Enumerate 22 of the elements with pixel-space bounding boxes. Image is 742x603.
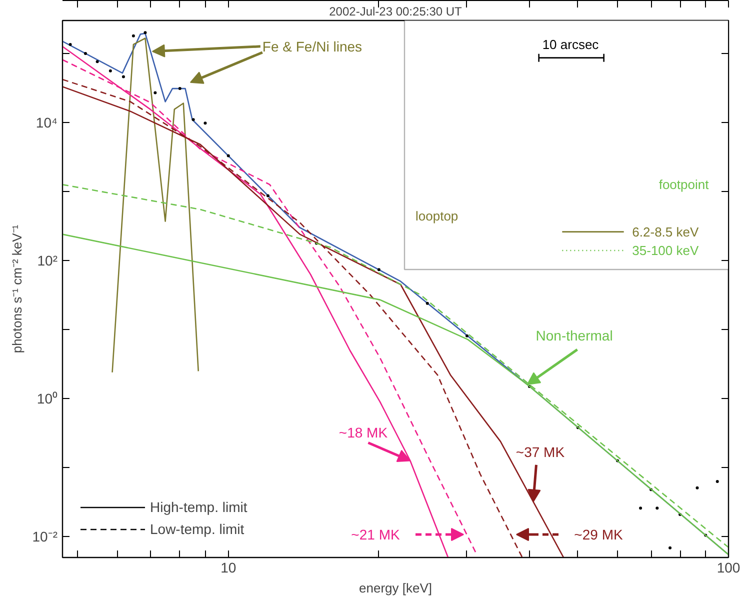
annotation: ~18 MK: [338, 424, 388, 441]
annotation: Non-thermal: [536, 328, 613, 344]
y-axis-title: photons s⁻¹ cm⁻² keV⁻¹: [9, 224, 24, 354]
y-tick-label: 10⁴: [36, 114, 58, 130]
annotation: ~37 MK: [516, 444, 566, 460]
chart-title: 2002-Jul-23 00:25:30 UT: [329, 4, 463, 18]
x-tick-label: 10: [220, 560, 236, 576]
annotation: ~21 MK: [351, 526, 400, 542]
y-tick-label: 10⁰: [36, 390, 58, 407]
annotation: footpoint: [658, 177, 710, 192]
annotation: looptop: [416, 208, 458, 224]
annotation: Fe & Fe/Ni lines: [262, 38, 362, 54]
y-tick-label: 10⁻²: [32, 528, 58, 545]
annotation: ~29 MK: [574, 526, 624, 542]
x-tick-label: 100: [716, 560, 740, 576]
annotation: Low-temp. limit: [150, 521, 244, 537]
annotation: 10 arcsec: [542, 37, 600, 52]
annotation: 6.2-8.5 keV: [632, 224, 699, 240]
y-tick-label: 10²: [37, 252, 58, 269]
x-axis-title: energy [keV]: [359, 580, 432, 596]
annotation: 35-100 keV: [632, 243, 699, 258]
annotation: High-temp. limit: [150, 499, 248, 515]
